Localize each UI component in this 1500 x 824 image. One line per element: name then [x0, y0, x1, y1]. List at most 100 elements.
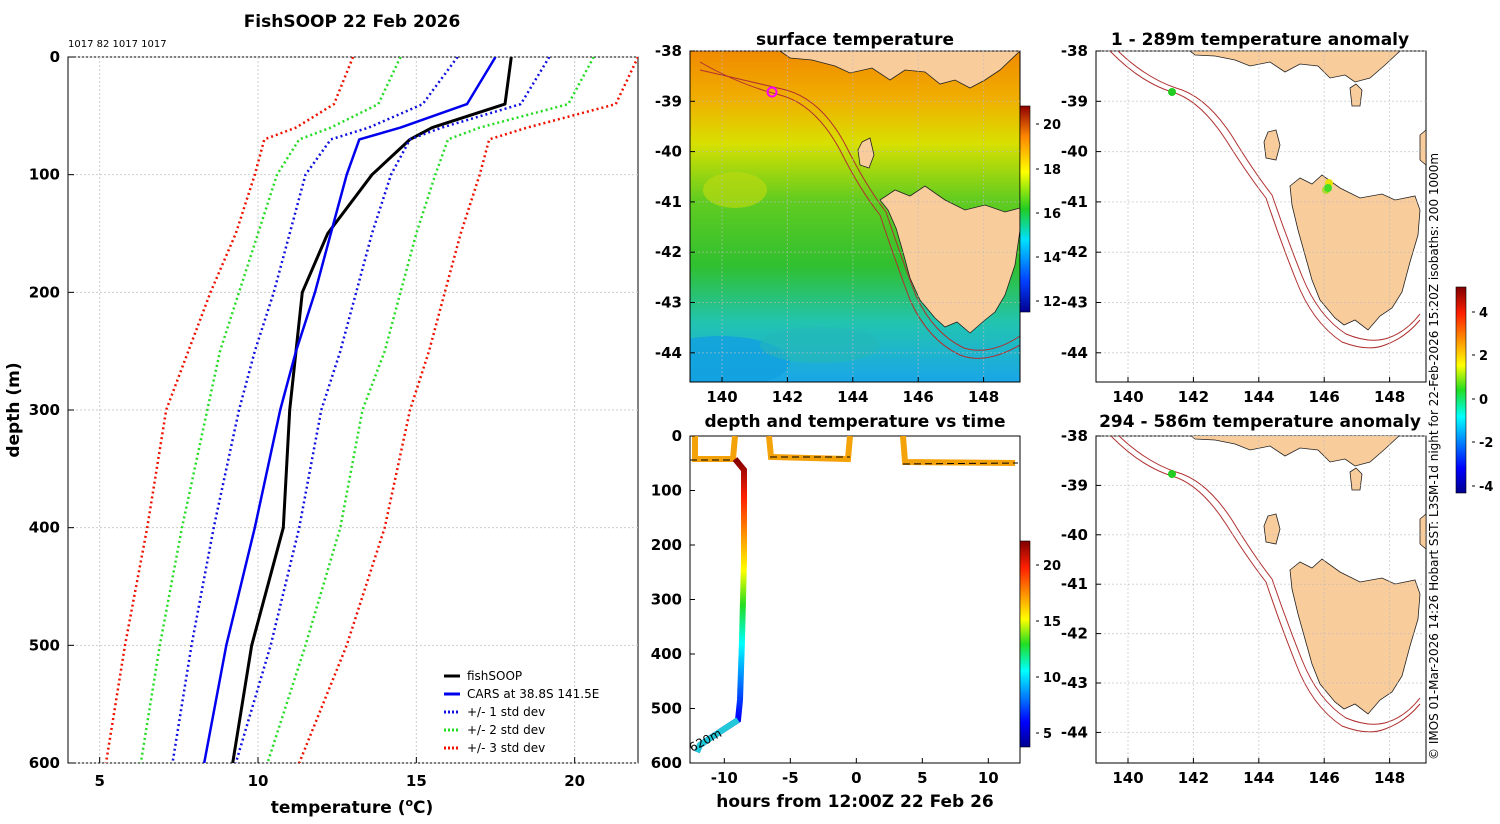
time-colorbar-tick-label: 10: [1043, 671, 1061, 686]
sst-cool-patch-2: [760, 327, 880, 363]
anom1-xtick-label: 144: [1243, 388, 1274, 406]
anom2-ytick-label: -43: [1061, 674, 1088, 692]
time-colorbar-ticks: 20 15 10 5: [1036, 559, 1061, 742]
sst-ytick-label: -44: [655, 344, 682, 362]
sst-xtick-label: 144: [837, 388, 868, 406]
sst-colorbar: [1019, 105, 1031, 313]
profile-series--1-std-dev-low-: [171, 57, 459, 763]
sst-xticks: 140 142 144 146 148: [706, 51, 999, 406]
anomaly-colorbar-tick-label: 0: [1479, 393, 1488, 408]
anom1-ytick-label: -44: [1061, 344, 1088, 362]
anom2-ytick-label: -39: [1061, 476, 1088, 494]
time-colorbar-tick-label: 15: [1043, 615, 1061, 630]
time-yticks: 0 100 200 300 400 500 600: [651, 427, 695, 772]
anom1-point-c: [1324, 184, 1332, 192]
sst-isobaths: [699, 61, 1020, 359]
anomaly-panel-1: 1 - 289m temperature anomaly -38 -39 -40 -4…: [1061, 30, 1427, 406]
sst-xtick-label: 148: [968, 388, 999, 406]
profile-series--3-std-dev-high-: [298, 57, 638, 763]
profile-ylabel: depth (m): [4, 362, 24, 457]
profile-subtitle: 1017 82 1017 1017: [68, 39, 167, 50]
profile-xtick-label: 10: [248, 772, 269, 790]
time-colorbar-tick-label: 20: [1043, 559, 1061, 574]
sst-land: [779, 51, 1020, 334]
sst-xtick-label: 142: [772, 388, 803, 406]
profile-legend: fishSOOP CARS at 38.8S 141.5E +/- 1 std …: [444, 669, 599, 755]
sst-ytick-label: -41: [655, 193, 682, 211]
anom2-xtick-label: 148: [1374, 769, 1405, 787]
anom2-xtick-label: 142: [1178, 769, 1209, 787]
time-ytick-label: 0: [672, 427, 682, 445]
profile-ytick-label: 200: [29, 283, 60, 301]
time-track-1: [692, 436, 738, 462]
anom2-ytick-label: -44: [1061, 723, 1088, 741]
time-panel: depth and temperature vs time 620m 01002…: [651, 412, 1061, 812]
anom2-ytick-label: -38: [1061, 427, 1088, 445]
anom2-yticks: -38 -39 -40 -41 -42 -43 -44: [1061, 427, 1426, 741]
time-ytick-label: 300: [651, 591, 682, 609]
sst-colorbar-tick-label: 16: [1043, 207, 1061, 222]
anomaly-colorbar: [1455, 286, 1467, 494]
anomaly-colorbar-tick-label: -2: [1479, 436, 1493, 451]
profile-ytick-label: 600: [29, 754, 60, 772]
anom2-title: 294 - 586m temperature anomaly: [1099, 412, 1421, 432]
anom1-ytick-label: -41: [1061, 193, 1088, 211]
legend-label-std2: +/- 2 std dev: [467, 723, 545, 737]
anom1-ytick-label: -42: [1061, 243, 1088, 261]
time-ytick-label: 100: [651, 482, 682, 500]
profile-series--2-std-dev-low-: [139, 57, 402, 763]
profile-series-fishsoop: [231, 57, 513, 763]
anom1-ytick-label: -38: [1061, 42, 1088, 60]
profile-ytick-label: 300: [29, 401, 60, 419]
time-track-3: [900, 436, 1016, 466]
time-dive-deep: [694, 717, 740, 754]
anom2-xtick-label: 144: [1243, 769, 1274, 787]
anomaly-colorbar-group: 4 2 0 -2 -4: [1455, 286, 1493, 495]
profile-ytick-label: 0: [50, 48, 60, 66]
anom1-ytick-label: -40: [1061, 143, 1088, 161]
profile-panel: FishSOOP 22 Feb 2026 1017 82 1017 1017 5…: [4, 12, 639, 818]
anomaly-panel-2: 294 - 586m temperature anomaly -38 -39 -40…: [1061, 412, 1427, 787]
anom2-point-west: [1168, 470, 1176, 478]
credit-text: © IMOS 01-Mar-2026 14:26 Hobart SST: L3S…: [1427, 153, 1441, 760]
time-colorbar-tick-label: 5: [1043, 727, 1052, 742]
profile-title: FishSOOP 22 Feb 2026: [244, 12, 461, 32]
profile-yticks: 0 100 200 300 400 500 600: [29, 48, 74, 772]
sst-panel: surface temperature -38 -39 -40 -41 -42 -43 -4…: [655, 30, 1061, 406]
time-series: 620m: [690, 436, 1019, 755]
time-xtick-label: -5: [782, 769, 799, 787]
profile-series--3-std-dev-low-: [104, 57, 355, 763]
profile-lines: [104, 57, 638, 763]
time-title: depth and temperature vs time: [705, 412, 1006, 432]
sst-colorbar-tick-label: 14: [1043, 251, 1061, 266]
profile-ytick-label: 400: [29, 519, 60, 537]
sst-colorbar-tick-label: 12: [1043, 295, 1061, 310]
anom2-ytick-label: -42: [1061, 625, 1088, 643]
sst-ytick-label: -42: [655, 243, 682, 261]
anom1-xtick-label: 142: [1178, 388, 1209, 406]
legend-label-fishsoop: fishSOOP: [467, 669, 522, 683]
sst-colorbar-ticks: 20 18 16 14 12: [1036, 118, 1061, 310]
sst-ytick-label: -38: [655, 42, 682, 60]
time-xtick-label: 0: [851, 769, 861, 787]
anom1-yticks: -38 -39 -40 -41 -42 -43 -44: [1061, 42, 1426, 362]
time-mld-3: [902, 462, 1019, 465]
legend-label-std1: +/- 1 std dev: [467, 705, 545, 719]
time-ytick-label: 600: [651, 754, 682, 772]
profile-xtick-label: 5: [94, 772, 104, 790]
anom1-ytick-label: -39: [1061, 92, 1088, 110]
anom1-title: 1 - 289m temperature anomaly: [1111, 30, 1409, 50]
sst-xtick-label: 146: [903, 388, 934, 406]
sst-ytick-label: -40: [655, 143, 682, 161]
anom1-xtick-label: 140: [1112, 388, 1143, 406]
sst-colorbar-tick-label: 20: [1043, 118, 1061, 133]
profile-series-cars-at-38-8s-141-5e: [202, 57, 497, 763]
anom2-xtick-label: 146: [1309, 769, 1340, 787]
time-colorbar: [1019, 540, 1031, 748]
anom2-xticks: 140 142 144 146 148: [1112, 436, 1405, 787]
profile-ytick-label: 100: [29, 166, 60, 184]
anomaly-colorbar-ticks: 4 2 0 -2 -4: [1472, 306, 1493, 495]
time-xtick-label: 10: [978, 769, 999, 787]
time-ytick-label: 400: [651, 645, 682, 663]
